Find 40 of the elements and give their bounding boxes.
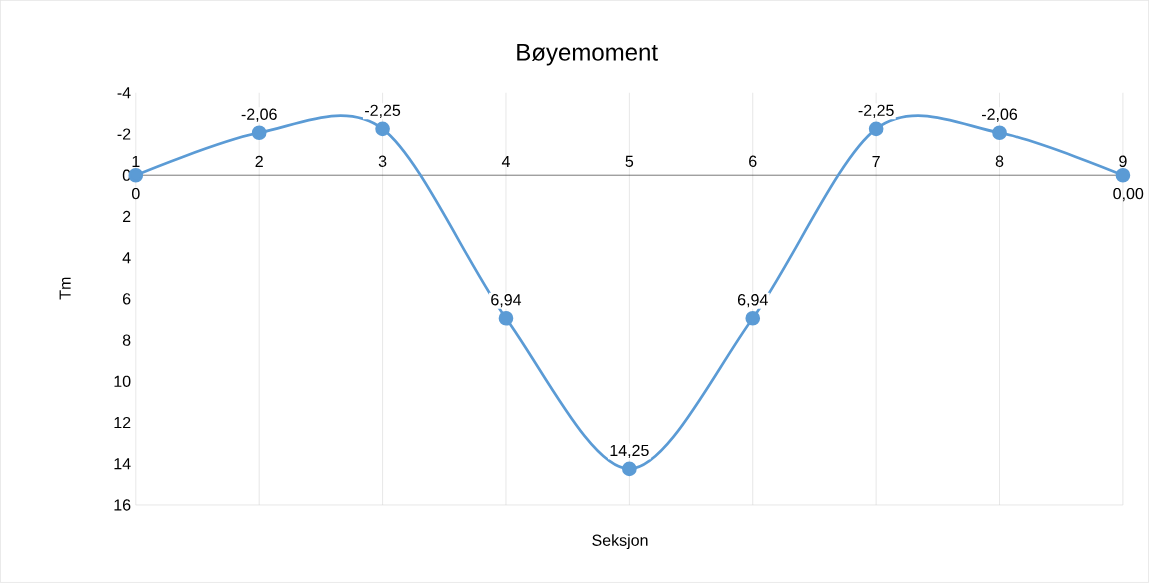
x-tick-label: 4: [501, 156, 510, 168]
point: [128, 168, 144, 183]
x-tick-label: 7: [872, 156, 880, 168]
y-tick-label: 2: [122, 210, 131, 223]
x-axis-title: Seksjon: [592, 534, 648, 550]
y-tick-label: 12: [114, 417, 131, 429]
data-label: -2,06: [241, 108, 277, 122]
x-tick-label: 2: [255, 155, 263, 168]
data-label: 6,94: [737, 294, 768, 308]
y-tick-label: -2: [117, 128, 131, 140]
data-label: 6,94: [491, 294, 522, 308]
y-tick-label: 4: [122, 252, 131, 264]
point: [745, 311, 761, 326]
data-label: -2,25: [858, 104, 894, 119]
point: [498, 311, 514, 326]
chart-title: Bøyemoment: [517, 44, 658, 66]
y-tick-label: 16: [114, 499, 131, 511]
data-label: -2,06: [982, 108, 1018, 122]
x-tick-label: 9: [1119, 155, 1127, 168]
x-tick-label: 5: [625, 155, 634, 168]
point: [622, 461, 637, 477]
x-tick-label: 3: [378, 155, 387, 168]
x-tick-label: 6: [749, 155, 757, 168]
point: [992, 125, 1007, 141]
y-axis-title: Tm: [59, 277, 71, 300]
y-tick-label: 10: [114, 375, 131, 388]
point: [868, 121, 884, 137]
data-label: 0,00: [1113, 188, 1144, 202]
y-tick-label: -4: [117, 87, 131, 99]
data-label: 14,25: [610, 444, 649, 459]
y-tick-label: 8: [122, 334, 131, 346]
x-tick-label: 8: [995, 155, 1004, 168]
y-tick-label: 14: [114, 458, 131, 470]
data-label: 0: [131, 188, 140, 200]
point: [1115, 168, 1131, 183]
y-tick-label: 6: [123, 293, 131, 305]
point: [375, 121, 390, 137]
data-label: -2,25: [365, 104, 401, 119]
x-tick-label: 1: [132, 156, 140, 168]
point: [251, 125, 267, 141]
